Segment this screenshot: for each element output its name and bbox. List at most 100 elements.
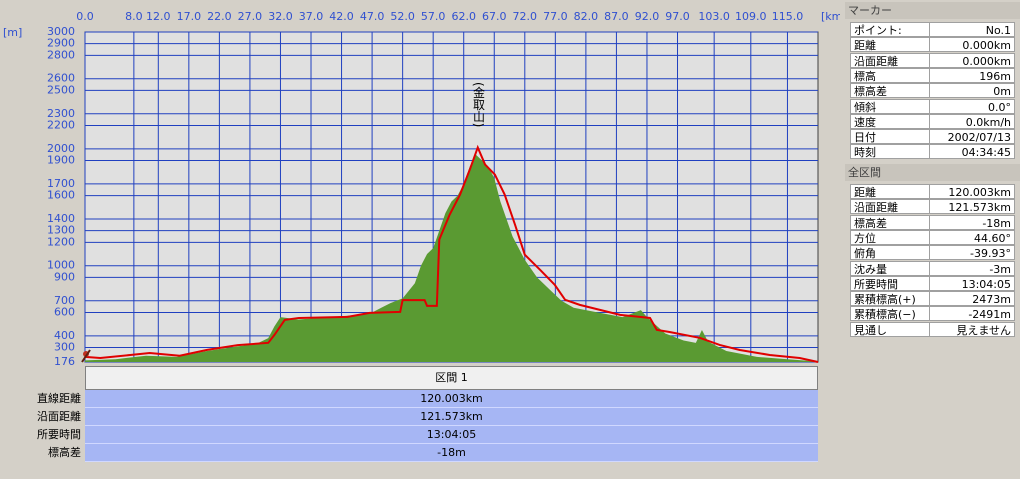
x-tick-label: 87.0	[604, 10, 629, 23]
section-label: 直線距離	[37, 392, 81, 405]
panel-label: 俯角	[850, 245, 930, 261]
section-header: 区間 1	[85, 366, 818, 390]
y-tick-label: 2600	[47, 72, 75, 85]
section-label: 標高差	[48, 446, 81, 459]
panel-label: 方位	[850, 229, 930, 245]
x-tick-label: 17.0	[177, 10, 202, 23]
section-label: 所要時間	[37, 428, 81, 441]
y-tick-label: 2900	[47, 37, 75, 50]
panel-label: 時刻	[850, 144, 930, 160]
panel-value: -18m	[929, 214, 1015, 230]
panel-value: 2002/07/13	[929, 129, 1015, 145]
x-tick-label: 32.0	[268, 10, 293, 23]
x-tick-label: 27.0	[238, 10, 263, 23]
start-marker	[81, 349, 91, 363]
panel-value: -3m	[929, 260, 1015, 276]
panel-title: 全区間	[845, 164, 1020, 181]
peak-annotation: (金取山)	[472, 82, 486, 127]
panel-label: 速度	[850, 113, 930, 129]
panel-label: 標高差	[850, 214, 930, 230]
y-tick-label: 700	[54, 294, 75, 307]
section-value: 120.003km	[85, 390, 818, 408]
panel-label: 累積標高(+)	[850, 291, 930, 307]
elevation-line	[84, 144, 819, 363]
panel-value: 0.0°	[929, 98, 1015, 114]
panel-value: -39.93°	[929, 245, 1015, 261]
y-tick-label: 2800	[47, 48, 75, 61]
panel-value: 0.0km/h	[929, 113, 1015, 129]
y-unit: [m]	[3, 26, 22, 39]
x-tick-label: 52.0	[390, 10, 415, 23]
y-tick-label: 1600	[47, 189, 75, 202]
panel-label: 標高	[850, 67, 930, 83]
section-value: -18m	[85, 444, 818, 462]
x-tick-label: 8.0	[125, 10, 143, 23]
x-tick-label: 57.0	[421, 10, 446, 23]
y-tick-label: 3000	[47, 25, 75, 38]
panel-label: 沈み量	[850, 260, 930, 276]
y-tick-label: 1900	[47, 154, 75, 167]
panel-value: 04:34:45	[929, 144, 1015, 160]
panel-label: 日付	[850, 129, 930, 145]
x-tick-label: 109.0	[735, 10, 767, 23]
panel-value: 13:04:05	[929, 275, 1015, 291]
x-tick-label: 92.0	[635, 10, 660, 23]
y-tick-label: 2000	[47, 142, 75, 155]
y-tick-label: 1300	[47, 224, 75, 237]
panel-value: -2491m	[929, 306, 1015, 322]
panel-label: 累積標高(−)	[850, 306, 930, 322]
panel-label: 沿面距離	[850, 52, 930, 68]
panel-value: 0.000km	[929, 37, 1015, 53]
x-tick-label: 62.0	[451, 10, 476, 23]
x-tick-label: 42.0	[329, 10, 354, 23]
section-value: 13:04:05	[85, 426, 818, 444]
panel-value: 2473m	[929, 291, 1015, 307]
panel-label: 距離	[850, 37, 930, 53]
elevation-area	[85, 154, 818, 362]
x-tick-label: 22.0	[207, 10, 232, 23]
y-tick-label: 1200	[47, 235, 75, 248]
x-unit: [km]	[821, 10, 840, 23]
y-tick-label: 1700	[47, 177, 75, 190]
y-tick-label: 300	[54, 341, 75, 354]
y-tick-label: 1000	[47, 259, 75, 272]
panel-value: 121.573km	[929, 199, 1015, 215]
panel-label: 標高差	[850, 83, 930, 99]
x-tick-label: 115.0	[772, 10, 804, 23]
y-tick-label: 176	[54, 355, 75, 368]
y-tick-label: 2200	[47, 118, 75, 131]
y-tick-label: 2300	[47, 107, 75, 120]
panel-label: ポイント:	[850, 22, 930, 37]
y-tick-label: 900	[54, 270, 75, 283]
y-tick-label: 1400	[47, 212, 75, 225]
x-tick-label: 72.0	[513, 10, 538, 23]
x-tick-label: 12.0	[146, 10, 171, 23]
panel-label: 見通し	[850, 321, 930, 337]
y-tick-label: 2500	[47, 83, 75, 96]
x-tick-label: 67.0	[482, 10, 507, 23]
panel-label: 距離	[850, 184, 930, 199]
panel-value: 120.003km	[929, 184, 1015, 199]
panel-value: 196m	[929, 67, 1015, 83]
x-tick-label: 47.0	[360, 10, 385, 23]
x-tick-label: 97.0	[665, 10, 690, 23]
x-tick-label: 103.0	[698, 10, 730, 23]
y-tick-label: 400	[54, 329, 75, 342]
panel-value: 見えません	[929, 321, 1015, 337]
panel-value: 44.60°	[929, 229, 1015, 245]
x-tick-label: 82.0	[574, 10, 599, 23]
x-tick-label: 0.0	[76, 10, 94, 23]
grid	[84, 31, 818, 363]
panel-label: 所要時間	[850, 275, 930, 291]
panel-title: マーカー	[845, 2, 1020, 19]
panel-value: 0.000km	[929, 52, 1015, 68]
panel-value: 0m	[929, 83, 1015, 99]
x-tick-label: 77.0	[543, 10, 568, 23]
panel-label: 傾斜	[850, 98, 930, 114]
panel-value: No.1	[929, 22, 1015, 37]
y-tick-label: 600	[54, 305, 75, 318]
x-tick-label: 37.0	[299, 10, 324, 23]
section-label: 沿面距離	[37, 410, 81, 423]
